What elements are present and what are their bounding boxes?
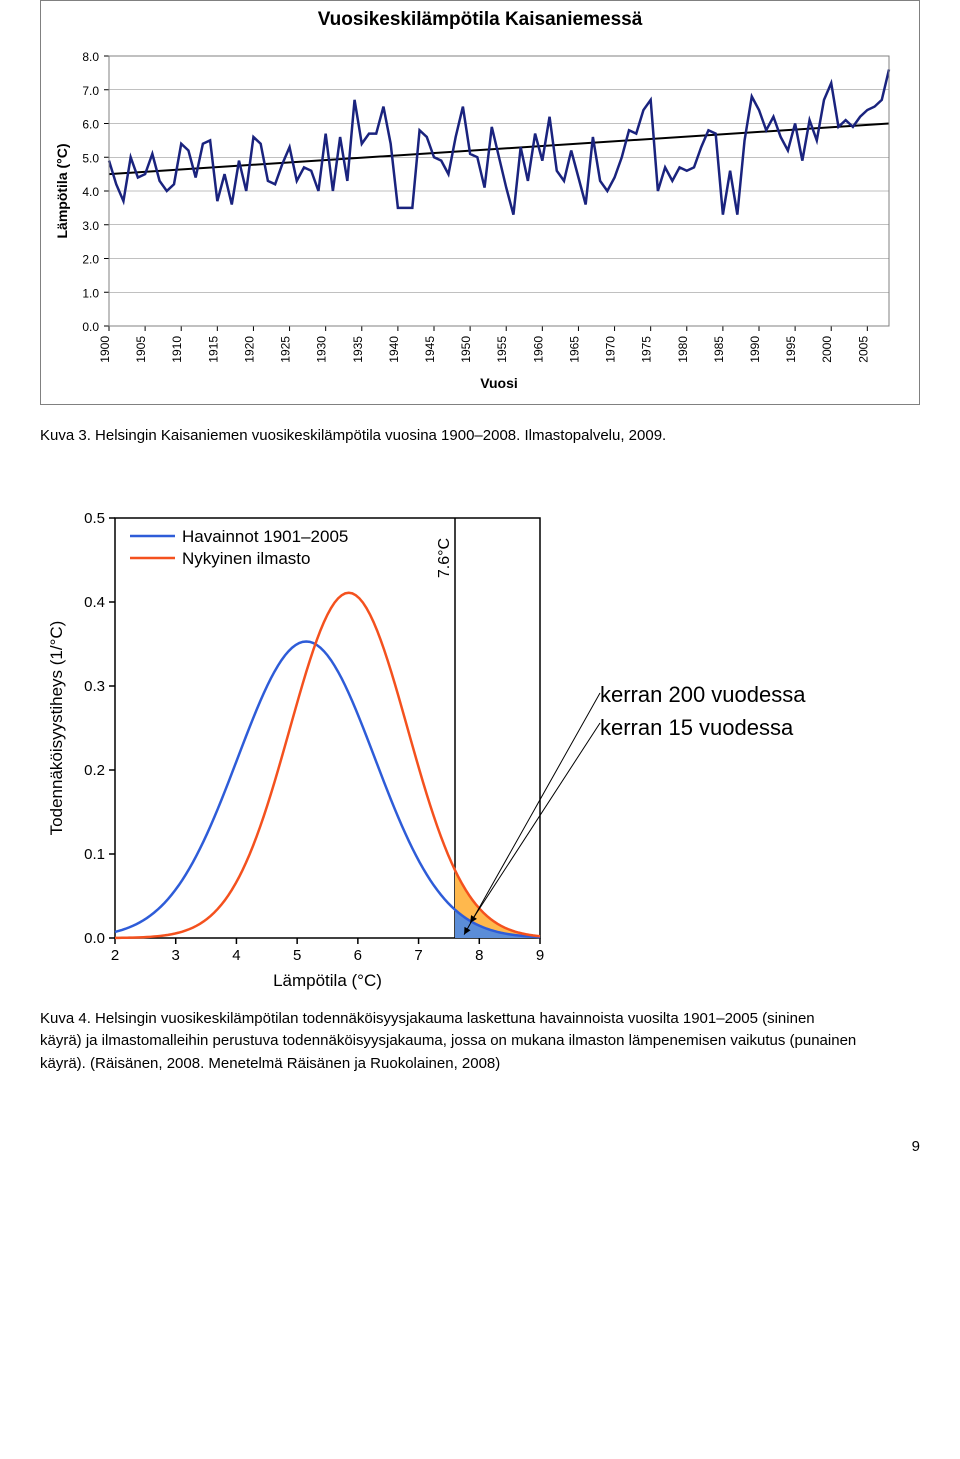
svg-text:1900: 1900 xyxy=(98,336,112,363)
svg-text:2005: 2005 xyxy=(856,336,870,363)
svg-text:4: 4 xyxy=(232,947,240,964)
svg-text:2.0: 2.0 xyxy=(82,253,99,267)
probability-density-chart: 0.0 0.1 0.2 0.3 0.4 0.5 2 3 4 5 6 7 8 9 Todennäköisyys… xyxy=(40,508,560,998)
svg-text:1975: 1975 xyxy=(640,336,654,363)
svg-text:0.0: 0.0 xyxy=(82,320,99,334)
svg-text:0.4: 0.4 xyxy=(84,594,105,611)
svg-text:1.0: 1.0 xyxy=(82,286,99,300)
svg-text:Todennäköisyystiheys (1/°C): Todennäköisyystiheys (1/°C) xyxy=(47,620,66,835)
svg-text:1990: 1990 xyxy=(748,336,762,363)
svg-text:0.0: 0.0 xyxy=(84,930,105,947)
svg-text:2: 2 xyxy=(111,947,119,964)
chart2-wrapper: 0.0 0.1 0.2 0.3 0.4 0.5 2 3 4 5 6 7 8 9 Todennäköisyys… xyxy=(40,508,920,998)
svg-text:3.0: 3.0 xyxy=(82,219,99,233)
svg-text:5: 5 xyxy=(293,947,301,964)
svg-text:Nykyinen ilmasto: Nykyinen ilmasto xyxy=(182,549,311,568)
svg-text:7.0: 7.0 xyxy=(82,84,99,98)
svg-text:Havainnot 1901–2005: Havainnot 1901–2005 xyxy=(182,527,348,546)
svg-text:1925: 1925 xyxy=(279,336,293,363)
chart2-caption: Kuva 4. Helsingin vuosikeskilämpötilan t… xyxy=(40,1008,860,1076)
annotation-text-block: kerran 200 vuodessa kerran 15 vuodessa xyxy=(600,678,805,744)
svg-text:4.0: 4.0 xyxy=(82,185,99,199)
svg-text:1965: 1965 xyxy=(567,336,581,363)
svg-text:Vuosi: Vuosi xyxy=(480,375,518,391)
svg-text:0.1: 0.1 xyxy=(84,846,105,863)
annotation-line-2: kerran 15 vuodessa xyxy=(600,711,805,744)
svg-text:Lämpötila (°C): Lämpötila (°C) xyxy=(273,971,382,990)
svg-text:1935: 1935 xyxy=(351,336,365,363)
page-number: 9 xyxy=(912,1138,920,1155)
svg-text:3: 3 xyxy=(172,947,180,964)
svg-text:7.6°C: 7.6°C xyxy=(436,537,453,577)
svg-text:1955: 1955 xyxy=(495,336,509,363)
svg-text:1920: 1920 xyxy=(242,336,256,363)
svg-text:6.0: 6.0 xyxy=(82,118,99,132)
svg-text:1940: 1940 xyxy=(387,336,401,363)
svg-text:1980: 1980 xyxy=(676,336,690,363)
svg-text:0.2: 0.2 xyxy=(84,762,105,779)
temperature-timeseries-chart: 0.0 1.0 2.0 3.0 4.0 5.0 6.0 7.0 8.0 1900 1905 1910 1… xyxy=(49,46,899,396)
chart1-title: Vuosikeskilämpötila Kaisaniemessä xyxy=(49,9,911,31)
svg-text:1930: 1930 xyxy=(315,336,329,363)
svg-text:8: 8 xyxy=(475,947,483,964)
svg-text:1970: 1970 xyxy=(604,336,618,363)
svg-text:1985: 1985 xyxy=(712,336,726,363)
annotation-line-1: kerran 200 vuodessa xyxy=(600,678,805,711)
svg-text:2000: 2000 xyxy=(820,336,834,363)
svg-text:1910: 1910 xyxy=(170,336,184,363)
svg-text:1950: 1950 xyxy=(459,336,473,363)
svg-text:8.0: 8.0 xyxy=(82,50,99,64)
svg-text:5.0: 5.0 xyxy=(82,151,99,165)
svg-text:1995: 1995 xyxy=(784,336,798,363)
svg-text:0.3: 0.3 xyxy=(84,678,105,695)
svg-text:9: 9 xyxy=(536,947,544,964)
svg-text:7: 7 xyxy=(414,947,422,964)
svg-text:1960: 1960 xyxy=(531,336,545,363)
svg-text:0.5: 0.5 xyxy=(84,510,105,527)
svg-text:6: 6 xyxy=(354,947,362,964)
svg-text:1945: 1945 xyxy=(423,336,437,363)
chart1-container: Vuosikeskilämpötila Kaisaniemessä 0.0 1.0… xyxy=(40,0,920,405)
chart1-caption: Kuva 3. Helsingin Kaisaniemen vuosikeski… xyxy=(40,425,920,448)
svg-text:Lämpötila (°C): Lämpötila (°C) xyxy=(54,143,70,238)
svg-text:1905: 1905 xyxy=(134,336,148,363)
svg-text:1915: 1915 xyxy=(206,336,220,363)
